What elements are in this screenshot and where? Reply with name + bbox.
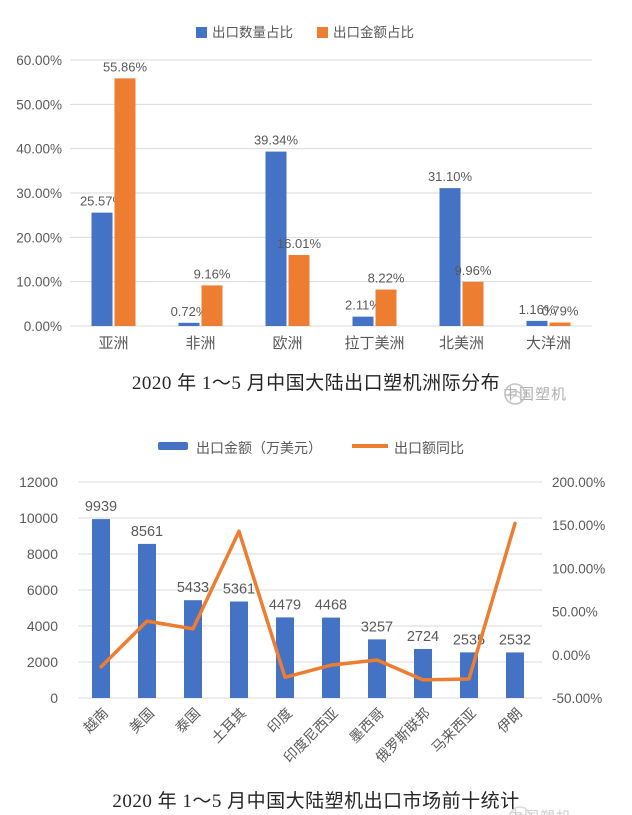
bar xyxy=(178,322,200,326)
left-tick-label: 0 xyxy=(50,690,58,706)
bar-value-label: 1.16% xyxy=(519,302,556,317)
bar-value-label: 5433 xyxy=(177,580,209,596)
legend-swatch xyxy=(196,27,207,38)
bar xyxy=(414,648,432,698)
brand-watermark-bottom: 中国塑机 xyxy=(508,805,572,815)
category-label: 印度 xyxy=(264,705,295,736)
bar xyxy=(462,281,484,326)
category-label: 土耳其 xyxy=(208,705,249,746)
left-tick-label: 12000 xyxy=(19,474,58,490)
bar-value-label: 2535 xyxy=(453,632,485,648)
brand-watermark: 中国塑机 xyxy=(503,382,568,405)
bar-value-label: 16.01% xyxy=(277,236,322,251)
bar xyxy=(91,212,113,326)
right-tick-label: 100.00% xyxy=(552,561,605,576)
category-label: 非洲 xyxy=(185,335,215,352)
right-tick-label: 50.00% xyxy=(552,605,598,620)
bar-value-label: 9939 xyxy=(85,499,117,515)
category-label: 欧洲 xyxy=(272,335,302,352)
category-label: 美国 xyxy=(126,705,157,736)
bar-value-label: 0.72% xyxy=(171,304,208,319)
right-tick-label: 150.00% xyxy=(552,518,605,533)
bar xyxy=(549,322,571,326)
bar-value-label: 39.34% xyxy=(254,133,299,148)
left-tick-label: 8000 xyxy=(27,546,58,562)
bar xyxy=(526,320,548,326)
y-tick-label: 50.00% xyxy=(16,97,62,112)
category-label: 马来西亚 xyxy=(428,705,479,756)
bar-value-label: 9.96% xyxy=(455,263,492,278)
left-tick-label: 10000 xyxy=(19,510,58,526)
bar-value-label: 0.79% xyxy=(542,303,579,318)
y-tick-label: 0.00% xyxy=(24,319,62,334)
category-label: 墨西哥 xyxy=(346,705,387,746)
bar-value-label: 5361 xyxy=(223,582,255,598)
category-label: 越南 xyxy=(80,705,111,736)
bar xyxy=(352,316,374,326)
left-tick-label: 2000 xyxy=(27,654,58,670)
category-label: 大洋洲 xyxy=(526,335,571,352)
bar xyxy=(201,285,223,326)
chart2-title: 2020 年 1～5 月中国大陆塑机出口市场前十统计 xyxy=(112,791,520,812)
bar-value-label: 2532 xyxy=(499,632,531,648)
bar-value-label: 8.22% xyxy=(368,271,405,286)
bar-value-label: 2724 xyxy=(407,629,439,645)
y-tick-label: 30.00% xyxy=(16,186,62,201)
bar xyxy=(439,188,461,326)
legend-label: 出口额同比 xyxy=(394,440,464,456)
bar-value-label: 55.86% xyxy=(103,59,148,74)
top-markets-chart: 0 2000 4000 6000 8000 10000 12000 -50.00% 0.00% 5… xyxy=(19,440,605,766)
category-label: 北美洲 xyxy=(439,335,484,352)
right-tick-label: 200.00% xyxy=(552,475,605,490)
y-tick-label: 20.00% xyxy=(16,230,62,245)
bar-value-label: 9.16% xyxy=(194,266,231,281)
legend-swatch xyxy=(158,442,188,450)
bar xyxy=(184,600,202,698)
brand-logo-icon xyxy=(504,382,526,405)
brand-logo-icon xyxy=(509,805,531,815)
brand-watermark-text: 中国塑机 xyxy=(503,386,568,403)
legend-label: 出口金额（万美元） xyxy=(196,440,322,456)
bar-value-label: 4468 xyxy=(315,598,347,614)
chart1-title: 2020 年 1～5 月中国大陆出口塑机洲际分布 xyxy=(131,373,501,394)
right-tick-label: 0.00% xyxy=(552,648,590,663)
bar-value-label: 8561 xyxy=(131,524,163,540)
bar-value-label: 2.11% xyxy=(345,298,381,313)
bar-value-label: 3257 xyxy=(361,619,393,635)
y-tick-label: 40.00% xyxy=(16,142,62,157)
legend-label: 出口数量占比 xyxy=(212,25,293,40)
legend-label: 出口金额占比 xyxy=(333,25,414,40)
category-label: 伊朗 xyxy=(494,705,525,736)
bar xyxy=(230,601,248,698)
legend-swatch xyxy=(317,27,328,38)
line-series xyxy=(99,521,517,682)
right-tick-label: -50.00% xyxy=(552,691,602,706)
bar xyxy=(92,519,110,698)
y-tick-label: 60.00% xyxy=(16,53,62,68)
y-tick-label: 10.00% xyxy=(16,275,62,290)
bar xyxy=(114,78,136,326)
bar xyxy=(375,289,397,326)
category-label: 拉丁美洲 xyxy=(344,335,404,352)
left-tick-label: 6000 xyxy=(27,582,58,598)
bar xyxy=(288,255,310,326)
bar xyxy=(322,617,340,698)
category-label: 亚洲 xyxy=(98,335,128,352)
left-tick-label: 4000 xyxy=(27,618,58,634)
bar-value-label: 31.10% xyxy=(428,169,473,184)
bar-value-label: 4479 xyxy=(269,597,301,613)
bar xyxy=(368,639,386,698)
bar xyxy=(265,151,287,326)
category-label: 泰国 xyxy=(172,705,203,736)
bar xyxy=(506,652,524,698)
brand-watermark-text: 中国塑机 xyxy=(508,806,572,815)
continent-distribution-chart: 0.00% 10.00% 20.00% 30.00% 40.00% 50.00% 60.00… xyxy=(16,25,592,352)
bar-value-label: 25.57% xyxy=(80,194,125,209)
